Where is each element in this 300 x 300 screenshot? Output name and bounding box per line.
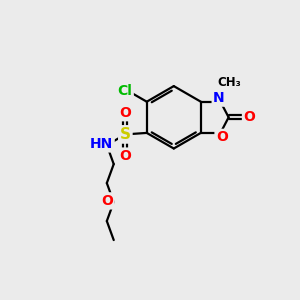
- Text: CH₃: CH₃: [217, 76, 241, 88]
- Text: O: O: [119, 149, 131, 163]
- Text: Cl: Cl: [117, 84, 132, 98]
- Text: HN: HN: [90, 137, 113, 151]
- Text: O: O: [216, 130, 228, 144]
- Text: O: O: [119, 106, 131, 120]
- Text: O: O: [244, 110, 255, 124]
- Text: S: S: [120, 127, 131, 142]
- Text: N: N: [213, 91, 225, 105]
- Text: O: O: [101, 194, 113, 208]
